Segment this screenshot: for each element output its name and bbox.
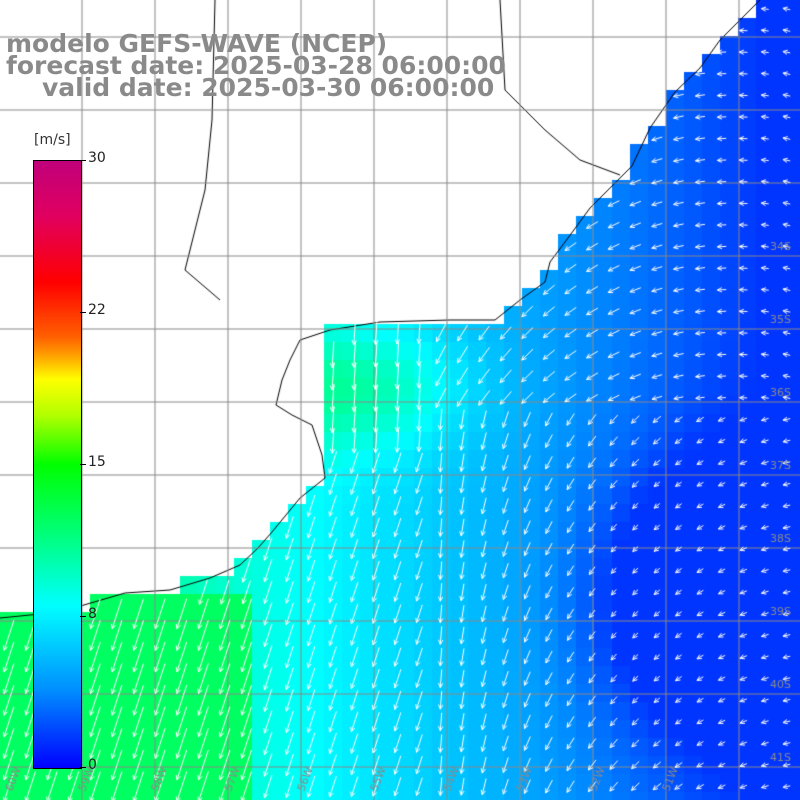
colorbar-label-8: 8 bbox=[88, 606, 97, 622]
colorbar-label-30: 30 bbox=[88, 150, 106, 166]
colorbar-tick bbox=[80, 616, 86, 617]
colorbar-tick bbox=[80, 312, 86, 313]
colorbar-tick bbox=[80, 160, 86, 161]
colorbar-tick bbox=[80, 767, 86, 768]
colorbar-tick bbox=[80, 464, 86, 465]
colorbar-label-15: 15 bbox=[88, 454, 106, 470]
colorbar-label-0: 0 bbox=[88, 757, 97, 773]
colorbar-unit: [m/s] bbox=[34, 132, 71, 148]
colorbar bbox=[33, 160, 82, 769]
valid-date: valid date: 2025-03-30 06:00:00 bbox=[42, 73, 495, 102]
colorbar-label-22: 22 bbox=[88, 302, 106, 318]
model-title: modelo GEFS-WAVE (NCEP) bbox=[6, 29, 388, 58]
forecast-date: forecast date: 2025-03-28 06:00:00 bbox=[6, 51, 506, 80]
